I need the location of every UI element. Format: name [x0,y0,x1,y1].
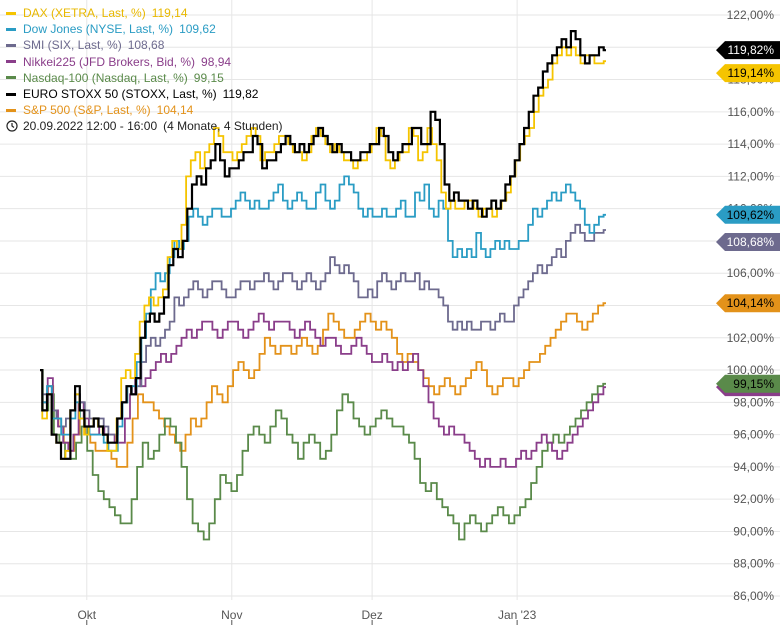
legend-series-name: Nasdaq-100 (Nasdaq, Last, %) [23,70,188,85]
y-tick-label: 94,00% [733,460,774,474]
y-tick-label: 106,00% [727,266,775,280]
legend-series-value: 108,68 [127,38,165,53]
legend-swatch [6,108,16,112]
last-value-badge: 119,82% [716,41,780,60]
legend-series-list: DAX (XETRA, Last, %) 119,14 Dow Jones (NYS… [6,5,283,118]
series-line [40,302,606,468]
clock-icon [6,120,18,132]
badge-shape [716,232,780,251]
x-tick-label: Jan '23 [498,608,537,622]
legend-item[interactable]: S&P 500 (S&P, Last, %) 104,14 [6,102,283,118]
legend-item[interactable]: DAX (XETRA, Last, %) 119,14 [6,5,283,21]
last-value-badge: 109,62% [716,205,780,224]
legend-series-name: SMI (SIX, Last, %) [23,38,122,53]
legend-item[interactable]: Nikkei225 (JFD Brokers, Bid, %) 98,94 [6,54,283,70]
last-value-badge: 119,14% [716,64,780,83]
legend-item[interactable]: Dow Jones (NYSE, Last, %) 109,62 [6,21,283,37]
legend-series-name: Dow Jones (NYSE, Last, %) [23,22,174,37]
badge-label: 108,68% [727,235,775,249]
series-line [40,369,606,541]
legend-swatch [6,43,16,47]
badge-label: 119,82% [728,43,775,57]
y-tick-label: 90,00% [733,524,774,538]
y-tick-label: 86,00% [733,589,774,603]
y-tick-label: 116,00% [728,105,775,119]
legend-series-value: 98,94 [201,54,232,69]
series-line [40,175,606,452]
y-tick-label: 112,00% [728,169,775,183]
x-axis: Okt Nov Dez Jan '23 [77,608,537,625]
x-tick-label: Dez [361,608,382,622]
chart-series-group [40,30,606,541]
y-tick-label: 92,00% [733,492,774,506]
legend-series-value: 99,15 [193,70,224,85]
legend: DAX (XETRA, Last, %) 119,14 Dow Jones (NYS… [6,5,283,134]
legend-series-name: Nikkei225 (JFD Brokers, Bid, %) [23,54,196,69]
legend-series-value: 104,14 [156,103,194,118]
legend-series-name: S&P 500 (S&P, Last, %) [23,103,151,118]
badge-shape [716,294,780,313]
legend-swatch [6,11,16,15]
last-value-badge: 99,15% [716,374,780,393]
y-tick-label: 114,00% [728,137,775,151]
period-range: (4 Monate, 4 Stunden) [163,119,283,134]
period-text: 20.09.2022 12:00 - 16:00 [23,119,158,134]
y-tick-label: 98,00% [733,395,774,409]
y-axis: 86,00% 88,00% 90,00% 92,00% 94,00% 96,00% 98,0… [727,8,775,603]
legend-swatch [6,60,16,64]
y-tick-label: 88,00% [733,557,774,571]
last-value-badges: 119,82%119,14%109,62%108,68%104,14%98,94… [716,41,780,397]
series-line [40,30,606,460]
legend-item[interactable]: Nasdaq-100 (Nasdaq, Last, %) 99,15 [6,70,283,86]
badge-shape [716,205,780,224]
grid-lines [0,0,780,600]
legend-series-value: 119,14 [151,6,188,20]
badge-shape [716,374,780,393]
y-tick-label: 122,00% [727,8,775,22]
y-tick-label: 96,00% [733,428,774,442]
x-tick-label: Okt [77,608,96,622]
legend-series-name: EURO STOXX 50 (STOXX, Last, %) [23,86,217,101]
x-tick-label: Nov [221,608,242,622]
badge-label: 119,14% [728,66,775,80]
legend-item[interactable]: SMI (SIX, Last, %) 108,68 [6,37,283,53]
legend-series-value: 109,62 [179,22,216,37]
y-tick-label: 102,00% [727,331,775,345]
badge-label: 109,62% [727,208,775,222]
badge-label: 99,15% [733,377,774,391]
last-value-badge: 104,14% [716,294,780,313]
legend-series-name: DAX (XETRA, Last, %) [23,6,146,20]
badge-label: 104,14% [727,296,775,310]
badge-shape [716,64,780,83]
last-value-badge: 108,68% [716,232,780,251]
legend-swatch [6,76,16,80]
legend-series-value: 119,82 [222,86,259,101]
legend-swatch [6,27,16,31]
legend-item[interactable]: EURO STOXX 50 (STOXX, Last, %) 119,82 [6,86,283,102]
y-tick-label: 100,00% [727,363,775,377]
badge-shape [716,41,780,60]
legend-period: 20.09.2022 12:00 - 16:00 (4 Monate, 4 St… [6,118,283,134]
legend-swatch [6,92,16,96]
